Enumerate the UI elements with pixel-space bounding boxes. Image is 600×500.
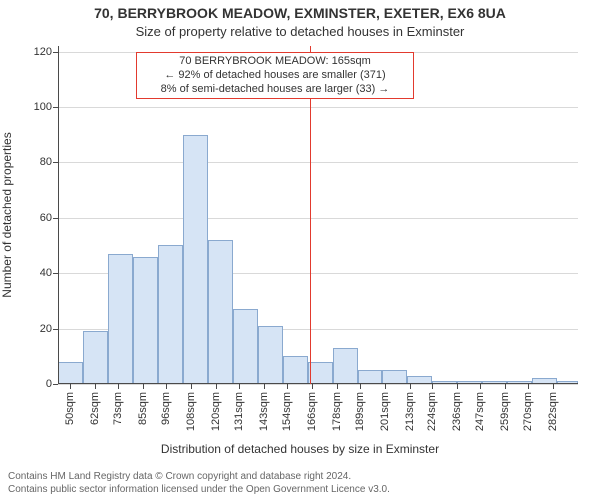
y-tick-label: 40 — [40, 267, 52, 279]
x-tick-mark — [385, 384, 386, 389]
x-tick-label: 73sqm — [112, 392, 124, 425]
annotation-line: 70 BERRYBROOK MEADOW: 165sqm — [141, 55, 409, 69]
x-tick-label: 201sqm — [379, 392, 391, 431]
x-tick-mark — [143, 384, 144, 389]
gridline — [58, 218, 578, 219]
x-tick-label: 131sqm — [233, 392, 245, 431]
x-tick-label: 247sqm — [474, 392, 486, 431]
x-tick-label: 120sqm — [210, 392, 222, 431]
y-tick-mark — [53, 384, 58, 385]
x-tick-mark — [360, 384, 361, 389]
x-tick-label: 154sqm — [281, 392, 293, 431]
x-tick-label: 85sqm — [137, 392, 149, 425]
property-annotation-box: 70 BERRYBROOK MEADOW: 165sqm← 92% of det… — [136, 52, 414, 99]
x-tick-label: 270sqm — [522, 392, 534, 431]
x-tick-mark — [70, 384, 71, 389]
histogram-bar — [133, 257, 158, 384]
gridline — [58, 162, 578, 163]
x-tick-mark — [410, 384, 411, 389]
x-axis-line — [58, 383, 578, 384]
chart-title-address: 70, BERRYBROOK MEADOW, EXMINSTER, EXETER… — [0, 5, 600, 21]
histogram-bar — [183, 135, 208, 384]
x-tick-mark — [191, 384, 192, 389]
histogram-bar — [108, 254, 133, 384]
x-tick-label: 62sqm — [89, 392, 101, 425]
y-tick-label: 60 — [40, 212, 52, 224]
histogram-bar — [208, 240, 233, 384]
x-tick-label: 189sqm — [354, 392, 366, 431]
x-tick-mark — [95, 384, 96, 389]
x-tick-mark — [553, 384, 554, 389]
y-axis-label: Number of detached properties — [0, 132, 14, 297]
y-tick-label: 80 — [40, 156, 52, 168]
x-tick-mark — [239, 384, 240, 389]
chart-subtitle: Size of property relative to detached ho… — [0, 24, 600, 39]
histogram-bar — [333, 348, 358, 384]
x-tick-mark — [287, 384, 288, 389]
x-tick-label: 236sqm — [451, 392, 463, 431]
x-tick-mark — [432, 384, 433, 389]
x-tick-mark — [337, 384, 338, 389]
x-tick-mark — [528, 384, 529, 389]
gridline — [58, 384, 578, 385]
x-tick-label: 282sqm — [547, 392, 559, 431]
x-tick-mark — [166, 384, 167, 389]
annotation-line: ← 92% of detached houses are smaller (37… — [141, 69, 409, 83]
x-tick-label: 108sqm — [185, 392, 197, 431]
chart-page: { "titles": { "line1": "70, BERRYBROOK M… — [0, 0, 600, 500]
x-tick-label: 143sqm — [258, 392, 270, 431]
x-tick-mark — [457, 384, 458, 389]
y-tick-label: 20 — [40, 323, 52, 335]
x-tick-label: 50sqm — [64, 392, 76, 425]
histogram-bar — [283, 356, 308, 384]
y-tick-label: 120 — [34, 46, 52, 58]
histogram-bar — [358, 370, 383, 384]
x-axis-label: Distribution of detached houses by size … — [0, 442, 600, 456]
x-tick-label: 224sqm — [426, 392, 438, 431]
chart-plot-area: 02040608010012050sqm62sqm73sqm85sqm96sqm… — [58, 46, 578, 384]
y-axis-line — [58, 46, 59, 384]
x-tick-mark — [118, 384, 119, 389]
histogram-bar — [158, 245, 183, 384]
x-tick-mark — [480, 384, 481, 389]
footer-line-1: Contains HM Land Registry data © Crown c… — [8, 471, 390, 484]
footer-line-2: Contains public sector information licen… — [8, 484, 390, 497]
histogram-bar — [258, 326, 283, 384]
histogram-bar — [83, 331, 108, 384]
histogram-bar — [58, 362, 83, 384]
x-tick-label: 166sqm — [306, 392, 318, 431]
histogram-bar — [233, 309, 258, 384]
histogram-bar — [308, 362, 333, 384]
footer-attribution: Contains HM Land Registry data © Crown c… — [8, 471, 390, 496]
x-tick-label: 178sqm — [331, 392, 343, 431]
x-tick-mark — [505, 384, 506, 389]
x-tick-mark — [312, 384, 313, 389]
y-tick-label: 0 — [46, 378, 52, 390]
x-tick-mark — [264, 384, 265, 389]
gridline — [58, 107, 578, 108]
x-tick-label: 259sqm — [499, 392, 511, 431]
x-tick-label: 213sqm — [404, 392, 416, 431]
x-tick-label: 96sqm — [160, 392, 172, 425]
x-tick-mark — [216, 384, 217, 389]
annotation-line: 8% of semi-detached houses are larger (3… — [141, 83, 409, 97]
y-tick-label: 100 — [34, 101, 52, 113]
histogram-bar — [382, 370, 407, 384]
